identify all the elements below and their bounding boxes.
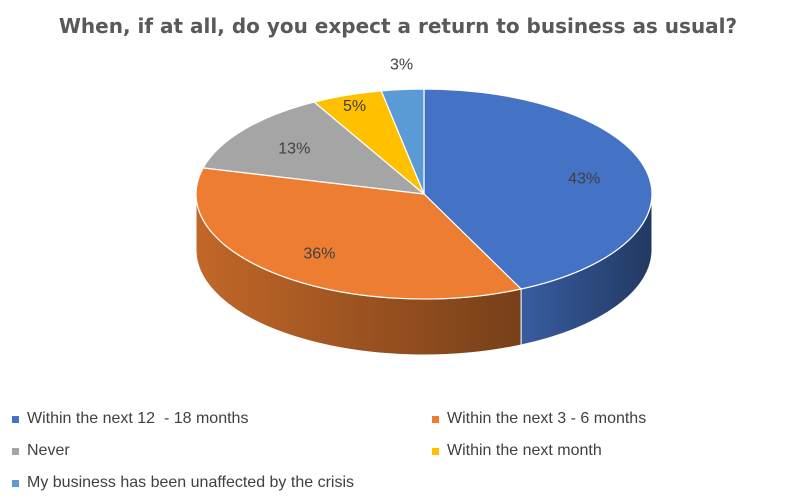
data-label-2: 36%	[303, 245, 335, 262]
legend-swatch-5	[12, 479, 19, 487]
legend-item-2: Within the next 3 - 6 months	[432, 410, 646, 428]
data-label-5: 3%	[390, 57, 413, 74]
legend-swatch-2	[432, 415, 439, 423]
legend-swatch-1	[12, 415, 19, 423]
chart-title: When, if at all, do you expect a return …	[58, 14, 738, 38]
legend-item-5: My business has been unaffected by the c…	[12, 474, 354, 492]
legend-label-4: Within the next month	[447, 442, 602, 459]
data-label-1: 43%	[568, 171, 600, 188]
pie-slice-1	[423, 88, 653, 290]
data-label-4: 5%	[343, 98, 366, 115]
pie-slice-5	[380, 88, 425, 195]
legend-swatch-3	[12, 447, 19, 455]
pie-slice-2	[195, 167, 522, 300]
legend-item-1: Within the next 12 - 18 months	[12, 410, 248, 428]
legend-label-5: My business has been unaffected by the c…	[27, 474, 354, 491]
legend-label-2: Within the next 3 - 6 months	[447, 410, 647, 427]
legend-swatch-4	[432, 447, 439, 455]
legend-label-3: Never	[27, 442, 70, 459]
data-label-3: 13%	[278, 141, 310, 158]
pie-slice-3	[202, 101, 425, 195]
legend-label-1: Within the next 12 - 18 months	[27, 410, 249, 427]
legend-item-4: Within the next month	[432, 442, 602, 460]
legend-item-3: Never	[12, 442, 70, 460]
